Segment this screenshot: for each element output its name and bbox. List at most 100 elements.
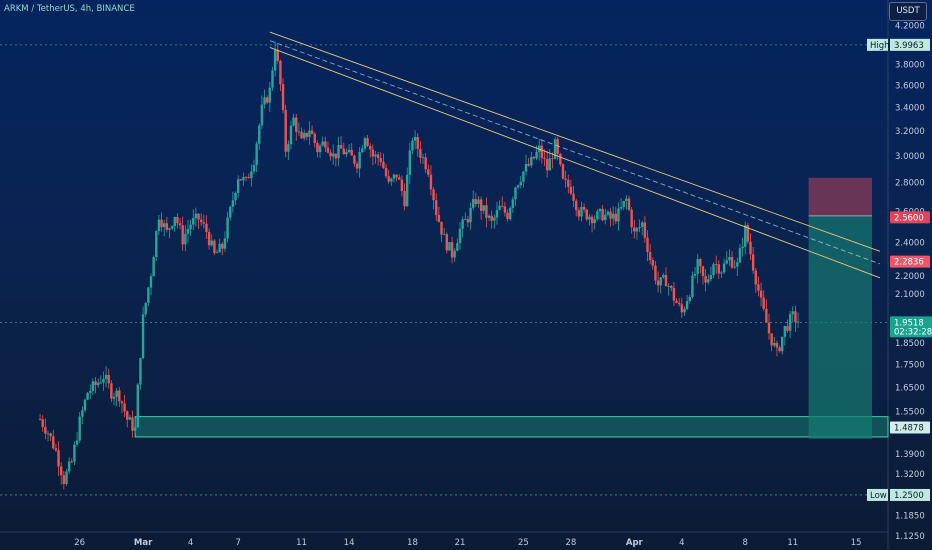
y-tick-label: 3.0000 — [895, 152, 925, 162]
candle — [427, 169, 430, 175]
candle — [273, 50, 277, 71]
x-tick-label: Apr — [626, 538, 644, 548]
candle — [289, 125, 293, 145]
candle — [324, 141, 327, 148]
candle — [67, 461, 71, 472]
candle — [107, 374, 110, 384]
candle — [176, 216, 179, 224]
candle — [342, 148, 345, 155]
candle — [717, 264, 721, 274]
candle — [611, 213, 615, 219]
y-tick-label: 1.5500 — [895, 408, 925, 418]
y-tick-label: 1.3200 — [895, 470, 925, 480]
high-label: High — [870, 41, 890, 51]
candle — [337, 144, 340, 159]
candle — [223, 238, 227, 249]
candle — [722, 263, 726, 273]
x-tick-label: 25 — [518, 538, 529, 548]
candle — [379, 158, 382, 162]
candle — [70, 461, 73, 463]
candle — [345, 151, 348, 155]
candle — [559, 153, 562, 165]
chart-title: ARKM / TetherUS, 4h, BINANCE — [4, 4, 135, 14]
candle — [580, 206, 583, 217]
candle — [604, 214, 607, 221]
y-tick-label: 1.1850 — [895, 512, 925, 522]
candle — [450, 242, 454, 258]
candle — [746, 225, 750, 242]
grid-layer — [0, 0, 889, 550]
candle — [635, 228, 639, 232]
candle — [709, 275, 713, 280]
candle — [120, 401, 124, 404]
candle — [192, 218, 195, 225]
candle — [696, 259, 699, 275]
candle — [313, 133, 316, 143]
candle — [334, 153, 338, 159]
candle — [601, 208, 604, 221]
candle — [424, 157, 427, 170]
candle — [437, 214, 441, 222]
y-tick-label: 2.4000 — [895, 238, 925, 248]
candle — [258, 125, 261, 144]
candle — [189, 224, 192, 230]
candle — [707, 279, 710, 283]
candle — [326, 147, 330, 153]
candle — [202, 222, 206, 224]
candle — [332, 153, 335, 157]
x-tick-label: 18 — [407, 538, 418, 548]
candle — [178, 223, 182, 226]
candle — [392, 174, 396, 179]
candle — [247, 177, 250, 179]
candle — [302, 133, 306, 139]
y-tick-label: 3.6000 — [895, 81, 925, 91]
candle — [112, 396, 116, 399]
candle — [347, 149, 351, 152]
candle — [540, 145, 544, 158]
x-tick-label: 4 — [679, 538, 684, 548]
low-value: 1.2500 — [894, 491, 924, 501]
candle — [501, 205, 504, 207]
candle — [355, 163, 359, 169]
last-price-tag — [890, 316, 932, 338]
candle — [778, 347, 781, 352]
candle — [276, 50, 279, 61]
candle — [163, 223, 166, 228]
candle — [411, 140, 414, 151]
candle — [366, 138, 369, 146]
candle — [551, 158, 554, 160]
candle — [680, 304, 684, 313]
candle — [102, 378, 105, 383]
candle — [218, 243, 221, 253]
candle — [474, 199, 478, 205]
candle — [329, 152, 332, 157]
candle — [701, 266, 705, 277]
candle — [506, 212, 509, 220]
candle — [168, 228, 171, 230]
candle — [252, 164, 256, 172]
y-tick-label: 2.8000 — [895, 179, 925, 189]
candle — [75, 440, 79, 445]
candle — [572, 193, 575, 201]
candle — [57, 450, 60, 467]
candle — [638, 226, 641, 229]
candle — [339, 144, 343, 149]
candle — [429, 174, 433, 190]
candle — [266, 97, 269, 103]
currency-button[interactable]: USDT — [889, 2, 927, 21]
candle — [783, 326, 787, 337]
candle — [503, 206, 507, 213]
candle — [693, 274, 697, 276]
x-tick-label: 14 — [344, 538, 355, 548]
candle — [215, 252, 219, 254]
candle — [617, 208, 620, 222]
candle — [464, 219, 467, 220]
candle — [561, 164, 565, 179]
candle — [575, 200, 578, 211]
candle — [305, 133, 309, 137]
candle — [123, 403, 126, 412]
candle — [128, 417, 132, 420]
candle — [186, 229, 190, 234]
